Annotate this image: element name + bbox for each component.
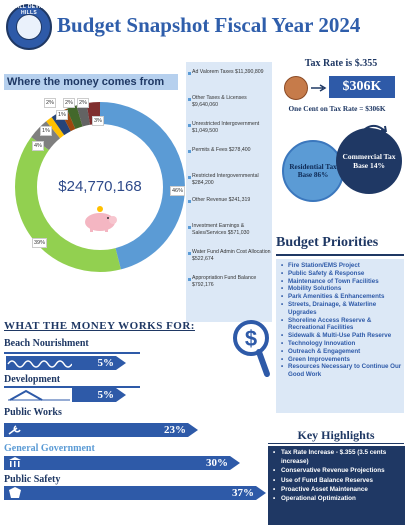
- police-badge-icon: [9, 487, 21, 498]
- svg-text:$: $: [245, 326, 257, 351]
- bullet-icon: [188, 278, 191, 281]
- dollar-magnifier-icon: $: [233, 320, 270, 377]
- seal-emblem-icon: [16, 14, 42, 40]
- highlight-item: Use of Fund Balance Reserves: [272, 476, 403, 485]
- category-bar-public-works: [4, 423, 198, 437]
- seal-text: KILL DEVIL HILLS: [13, 4, 45, 16]
- bullet-icon: [188, 124, 191, 127]
- revenue-item: Unrestricted Intergovernment $1,049,500: [192, 121, 260, 134]
- priorities-divider: [276, 254, 404, 256]
- category-bar-general-government: [4, 456, 240, 470]
- priority-item: Green Improvements: [280, 356, 402, 364]
- priority-item: Mobility Solutions: [280, 285, 402, 293]
- category-bar-beach: 5%: [72, 356, 126, 370]
- revenue-item: Restricted Intergovernmental $284,200: [192, 173, 259, 186]
- priorities-list: Fire Station/EMS Project Public Safety &…: [280, 262, 402, 379]
- slice-label-2a: 2%: [44, 98, 56, 108]
- category-label-public-works: Public Works: [4, 407, 62, 418]
- waves-icon: [6, 356, 72, 370]
- category-label-public-safety: Public Safety: [4, 474, 61, 485]
- priority-item: Fire Station/EMS Project: [280, 262, 402, 270]
- town-seal-logo: [6, 4, 52, 50]
- revenue-item: Appropriation Fund Balance $792,176: [192, 275, 257, 288]
- priority-item: Sidewalk & Multi-Use Path Reserve: [280, 332, 402, 340]
- arrow-right-icon: [311, 84, 327, 92]
- category-label-beach: Beach Nourishment: [4, 338, 89, 349]
- priorities-title: Budget Priorities: [276, 235, 379, 250]
- highlight-item: Conservative Revenue Projections: [272, 466, 403, 475]
- slice-fund-balance: [15, 102, 185, 272]
- revenue-item: Ad Valorem Taxes $11,390,809: [192, 69, 264, 75]
- spending-title: WHAT THE MONEY WORKS FOR:: [4, 320, 195, 332]
- category-pct-general-government: 30%: [206, 457, 228, 469]
- commercial-tax-base: Commercial Tax Base 14%: [336, 128, 402, 194]
- highlights-list: Tax Rate Increase - $.355 (3.5 cents inc…: [272, 448, 403, 503]
- revenue-item: Other Taxes & Licenses $9,640,060: [192, 95, 247, 108]
- slice-label-39: 39%: [32, 238, 48, 248]
- priority-item: Technology Innovation: [280, 340, 402, 348]
- page-title: Budget Snapshot Fiscal Year 2024: [57, 13, 361, 37]
- slice-other-taxes: [15, 102, 185, 272]
- bullet-icon: [188, 98, 191, 101]
- revenue-section-title: Where the money comes from: [4, 74, 178, 90]
- priority-item: Resources Necessary to Continue Our Good…: [280, 363, 402, 379]
- priority-item: Park Amenities & Enhancements: [280, 293, 402, 301]
- tax-value-badge: $306K: [329, 76, 395, 98]
- category-label-development: Development: [4, 374, 61, 385]
- category-pct-public-safety: 37%: [232, 487, 254, 499]
- revenue-item: Permits & Fees $278,400: [192, 147, 251, 153]
- slice-label-2b: 2%: [63, 98, 75, 108]
- tax-rate-title: Tax Rate is $.355: [304, 58, 378, 69]
- bullet-icon: [188, 176, 191, 179]
- highlight-item: Operational Optimization: [272, 494, 403, 503]
- highlights-title: Key Highlights: [297, 428, 375, 442]
- capitol-columns-icon: [9, 457, 21, 467]
- priority-item: Streets, Drainage, & Waterline Upgrades: [280, 301, 402, 317]
- priority-item: Maintenance of Town Facilities: [280, 278, 402, 286]
- slice-label-3: 3%: [92, 116, 104, 126]
- highlight-item: Tax Rate Increase - $.355 (3.5 cents inc…: [272, 448, 403, 466]
- bullet-icon: [188, 252, 191, 255]
- slice-label-1a: 1%: [40, 126, 52, 136]
- category-bar-public-safety: [4, 486, 266, 500]
- residential-tax-base: Residential Tax Base 86%: [282, 140, 344, 202]
- priority-item: Outreach & Engagement: [280, 348, 402, 356]
- revenue-item: Investment Earnings & Sales/Services $57…: [192, 223, 250, 236]
- slice-label-46: 46%: [170, 186, 186, 196]
- priority-item: Shoreline Access Reserve & Recreational …: [280, 317, 402, 333]
- priority-item: Public Safety & Response: [280, 270, 402, 278]
- development-rule: [4, 386, 140, 388]
- highlight-item: Proactive Asset Maintenance: [272, 485, 403, 494]
- building-icon: [8, 389, 70, 401]
- category-bar-development: 5%: [72, 388, 126, 402]
- slice-label-2c: 2%: [77, 98, 89, 108]
- revenue-item: Other Revenue $241,319: [192, 197, 251, 203]
- category-pct-public-works: 23%: [164, 424, 186, 436]
- bullet-icon: [188, 226, 191, 229]
- wrench-icon: [8, 425, 21, 435]
- piggy-bank-icon: [85, 206, 117, 232]
- category-label-general-government: General Government: [4, 443, 95, 454]
- bullet-icon: [188, 200, 191, 203]
- bullet-icon: [188, 72, 191, 75]
- slice-label-4: 4%: [32, 141, 44, 151]
- cent-equivalence: One Cent on Tax Rate = $306K: [288, 104, 386, 113]
- beach-rule: [4, 352, 140, 354]
- revenue-item: Water Fund Admin Cost Allocation $522,67…: [192, 249, 271, 262]
- highlights-divider: [268, 443, 404, 444]
- bullet-icon: [188, 150, 191, 153]
- penny-icon: [284, 76, 308, 100]
- revenue-total: $24,770,168: [58, 178, 142, 195]
- slice-label-1b: 1%: [56, 110, 68, 120]
- revenue-legend-panel: [186, 62, 272, 322]
